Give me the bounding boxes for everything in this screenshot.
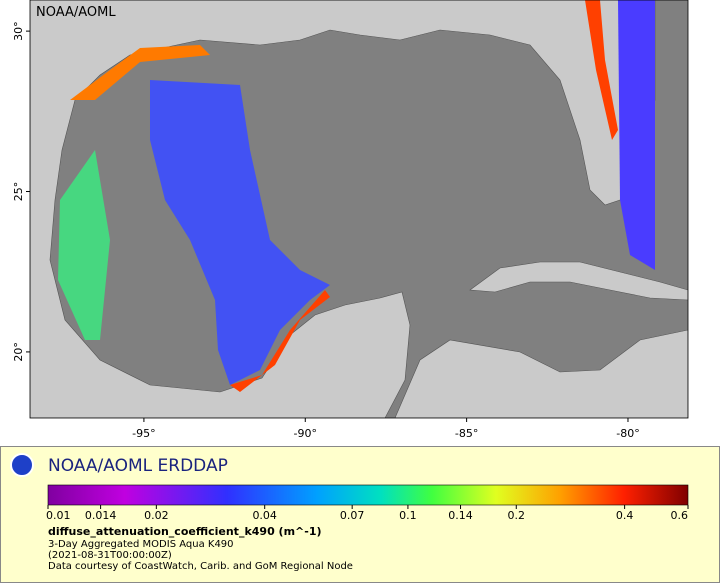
map-frame — [29, 0, 689, 419]
y-tick-label: 20° — [12, 342, 25, 362]
y-tick-label: 25° — [12, 182, 25, 202]
data-west — [150, 80, 330, 385]
colorbar-tick-label: 0.014 — [85, 509, 117, 522]
land-south — [394, 329, 688, 418]
x-tick-label: -80° — [616, 427, 639, 440]
land-cuba — [469, 261, 688, 301]
legend-panel — [0, 446, 720, 583]
colorbar-tick-label: 0.02 — [144, 509, 169, 522]
data-north — [70, 45, 210, 100]
data-florida-coast — [585, 0, 618, 140]
legend-line: 3-Day Aggregated MODIS Aqua K490 — [48, 539, 234, 550]
y-tick-label: 30° — [12, 21, 25, 41]
colorbar-tick-label: 0.6 — [671, 509, 689, 522]
noaa-logo — [10, 453, 34, 477]
map — [30, 0, 688, 418]
watermark: NOAA/AOML — [36, 5, 116, 20]
data-coast-green — [58, 150, 110, 340]
data-coast-red — [230, 290, 330, 392]
colorbar-tick-label: 0.14 — [448, 509, 473, 522]
legend-title: NOAA/AOML ERDDAP — [48, 456, 228, 476]
legend-line: (2021-08-31T00:00:00Z) — [48, 550, 172, 561]
colorbar-tick-label: 0.04 — [252, 509, 277, 522]
colorbar-tick-label: 0.4 — [616, 509, 634, 522]
colorbar-tick-label: 0.1 — [399, 509, 417, 522]
colorbar — [47, 484, 689, 506]
colorbar-tick-label: 0.01 — [46, 509, 71, 522]
x-tick-label: -90° — [294, 427, 317, 440]
variable: diffuse_attenuation_coefficient_k490 (m^… — [48, 525, 322, 538]
colorbar-tick-label: 0.07 — [340, 509, 365, 522]
colorbar-tick-label: 0.2 — [508, 509, 526, 522]
x-tick-label: -85° — [455, 427, 478, 440]
legend-line: Data courtesy of CoastWatch, Carib. and … — [48, 561, 353, 572]
x-tick-label: -95° — [132, 427, 155, 440]
data-florida — [618, 0, 655, 270]
